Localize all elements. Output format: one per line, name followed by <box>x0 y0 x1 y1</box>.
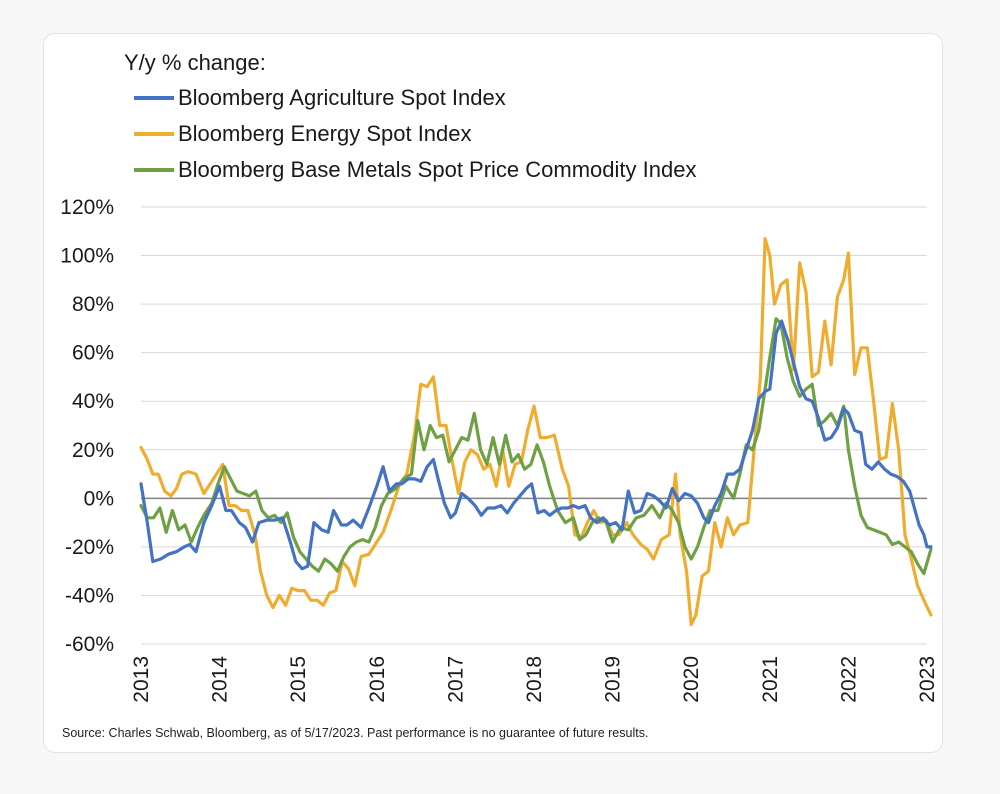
y-axis-tick-labels: 120% 100% 80% 60% 40% 20% 0% -20% -40% -60% <box>60 196 114 656</box>
source-note: Source: Charles Schwab, Bloomberg, as of… <box>62 726 649 740</box>
x-tick-label: 2014 <box>209 656 232 703</box>
x-tick-label: 2018 <box>523 656 546 703</box>
legend-swatch-agriculture <box>134 96 174 100</box>
legend-swatch-energy <box>134 132 174 136</box>
x-tick-label: 2019 <box>602 656 625 703</box>
x-tick-label: 2020 <box>680 656 703 703</box>
series-lines <box>139 237 933 627</box>
legend-item-energy: Bloomberg Energy Spot Index <box>124 116 696 152</box>
y-tick-label: 120% <box>60 196 114 219</box>
legend-label-agriculture: Bloomberg Agriculture Spot Index <box>178 85 506 110</box>
legend-item-agriculture: Bloomberg Agriculture Spot Index <box>124 80 696 116</box>
series-line-energy <box>139 237 933 627</box>
legend-label-energy: Bloomberg Energy Spot Index <box>178 121 472 146</box>
x-tick-label: 2023 <box>916 656 939 703</box>
y-tick-label: 80% <box>72 293 114 316</box>
legend-title: Y/y % change: <box>124 50 266 75</box>
y-tick-label: 40% <box>72 390 114 413</box>
y-tick-label: 60% <box>72 342 114 365</box>
x-tick-label: 2016 <box>366 656 389 703</box>
x-tick-label: 2015 <box>287 656 310 703</box>
y-tick-label: -60% <box>65 633 114 656</box>
gridlines <box>141 206 927 645</box>
x-tick-label: 2021 <box>759 656 782 703</box>
y-tick-label: 100% <box>60 245 114 268</box>
x-tick-label: 2013 <box>130 656 153 703</box>
y-tick-label: -40% <box>65 584 114 607</box>
line-chart: 120%100%80%60%40%20%0%-20%-40%-60% 2013 2… <box>60 196 939 703</box>
x-axis-tick-labels: 2013 2014 2015 2016 2017 2018 2019 2020 2021 2022… <box>130 656 939 703</box>
y-tick-label: -20% <box>65 536 114 559</box>
x-tick-label: 2022 <box>837 656 860 703</box>
chart-card: Y/y % change: Bloomberg Agriculture Spot… <box>43 33 943 753</box>
series-line-base-metals <box>139 317 933 576</box>
legend-label-base-metals: Bloomberg Base Metals Spot Price Commodi… <box>178 157 697 182</box>
y-tick-label: 20% <box>72 439 114 462</box>
legend-item-base-metals: Bloomberg Base Metals Spot Price Commodi… <box>124 152 696 188</box>
legend: Y/y % change: Bloomberg Agriculture Spot… <box>124 46 696 188</box>
y-tick-label: 0% <box>84 487 114 510</box>
legend-swatch-base-metals <box>134 168 174 172</box>
series-line-agriculture <box>139 319 933 571</box>
x-tick-label: 2017 <box>444 656 467 703</box>
